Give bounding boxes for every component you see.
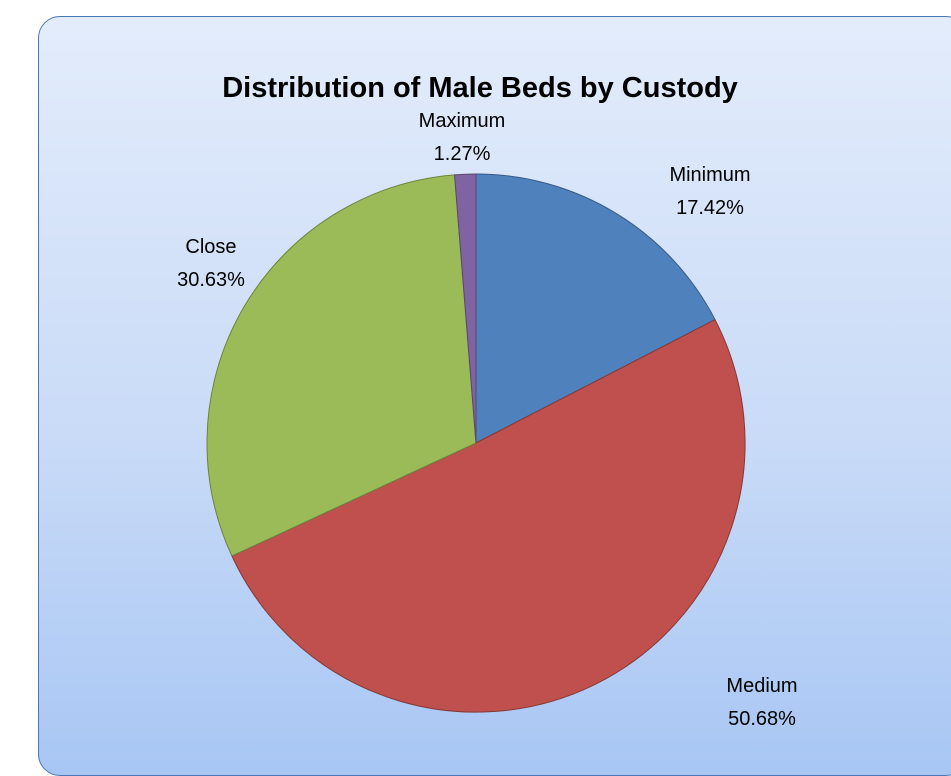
slice-value: 30.63% [177, 269, 245, 291]
slice-label-minimum: Minimum 17.42% [669, 164, 750, 219]
pie-slice-medium [231, 318, 746, 713]
pie-slice-close [206, 174, 477, 557]
slice-label-medium: Medium 50.68% [726, 675, 797, 730]
slice-value: 50.68% [728, 708, 796, 730]
slice-value: 17.42% [676, 197, 744, 219]
chart-title: Distribution of Male Beds by Custody [222, 72, 738, 104]
slice-name: Maximum [419, 110, 506, 132]
slice-label-maximum: Maximum 1.27% [419, 110, 506, 165]
slice-name: Minimum [669, 164, 750, 186]
pie-labels: Minimum 17.42% Medium 50.68% Close 30.63% Maxi… [177, 110, 797, 730]
pie-slices [206, 173, 746, 713]
slice-name: Close [185, 236, 236, 258]
slice-value: 1.27% [434, 143, 491, 165]
pie-slice-minimum [475, 173, 716, 444]
pie-chart: Distribution of Male Beds by Custody Min… [177, 72, 797, 730]
pie-slice-maximum [454, 173, 477, 444]
slice-name: Medium [726, 675, 797, 697]
slice-label-close: Close 30.63% [177, 236, 245, 291]
